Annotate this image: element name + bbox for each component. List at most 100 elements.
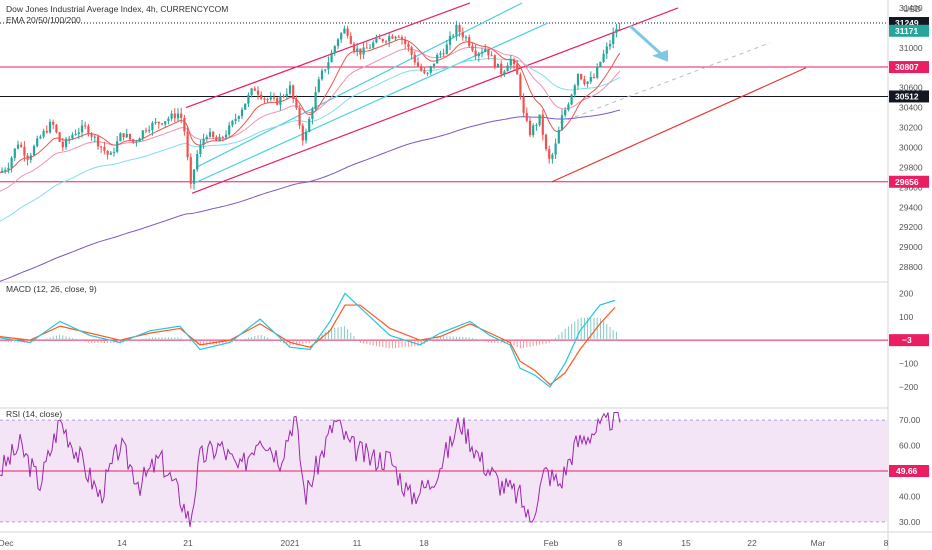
candle-body bbox=[464, 37, 468, 39]
candle-body bbox=[586, 81, 589, 84]
macd-title: MACD (12, 26, close, 9) bbox=[6, 284, 97, 294]
candle-body bbox=[256, 90, 260, 95]
candle-body bbox=[288, 85, 292, 94]
candle-body bbox=[154, 121, 157, 123]
candle-body bbox=[253, 88, 256, 91]
candle-body bbox=[279, 96, 282, 105]
candle-body bbox=[276, 98, 279, 105]
candle-body bbox=[368, 47, 372, 49]
candle-body bbox=[541, 114, 544, 135]
candle-body bbox=[71, 134, 74, 139]
candle-body bbox=[317, 79, 320, 93]
candle-body bbox=[157, 121, 160, 124]
candle-body bbox=[519, 74, 522, 97]
rsi-value-badge bbox=[889, 465, 929, 477]
candle-body bbox=[327, 62, 330, 70]
candle-body bbox=[61, 141, 64, 148]
candle-body bbox=[426, 72, 429, 74]
candle-body bbox=[400, 37, 404, 40]
candle-body bbox=[96, 136, 100, 147]
time-axis-label: 22 bbox=[747, 538, 757, 548]
candle-body bbox=[138, 138, 141, 142]
candle-body bbox=[196, 154, 199, 170]
candle-body bbox=[192, 169, 196, 184]
price-tick-label: 28800 bbox=[899, 262, 923, 272]
candle-body bbox=[160, 123, 164, 125]
candle-body bbox=[20, 144, 23, 147]
price-tick-label: 30400 bbox=[899, 103, 923, 113]
level-badge bbox=[889, 61, 929, 74]
ema20-line bbox=[0, 38, 621, 173]
candle-body bbox=[186, 131, 189, 158]
candle-body bbox=[135, 141, 138, 143]
candle-body bbox=[244, 103, 247, 110]
price-tick-label: 30000 bbox=[899, 142, 923, 152]
candle-body bbox=[525, 112, 528, 121]
candle-body bbox=[132, 139, 135, 142]
candle-body bbox=[618, 28, 621, 30]
candle-body bbox=[148, 130, 151, 132]
candle-body bbox=[64, 138, 68, 148]
time-axis-label: Dec bbox=[0, 538, 14, 548]
candle-body bbox=[183, 117, 186, 132]
level-badge bbox=[889, 175, 929, 188]
level-badge bbox=[889, 24, 929, 37]
candle-body bbox=[324, 69, 327, 71]
currency-label: USD bbox=[903, 4, 921, 14]
candle-body bbox=[93, 136, 96, 138]
time-axis-label: Feb bbox=[544, 538, 559, 548]
candle-body bbox=[455, 25, 458, 36]
candle-body bbox=[493, 55, 496, 68]
candle-body bbox=[266, 99, 269, 101]
candle-body bbox=[295, 98, 298, 108]
candle-body bbox=[442, 53, 445, 55]
candle-body bbox=[532, 125, 535, 136]
candle-body bbox=[352, 43, 356, 52]
candle-body bbox=[474, 50, 477, 57]
time-axis-label: 11 bbox=[353, 538, 362, 548]
candle-body bbox=[468, 37, 471, 46]
rsi-tick-label: 40.00 bbox=[899, 491, 921, 501]
candle-body bbox=[308, 118, 311, 132]
candle-body bbox=[301, 125, 304, 141]
candle-body bbox=[39, 136, 42, 139]
candle-body bbox=[87, 125, 90, 135]
candle-body bbox=[592, 77, 596, 79]
candle-body bbox=[404, 39, 407, 44]
candle-body bbox=[36, 138, 39, 147]
candle-body bbox=[304, 131, 308, 141]
channel-teal-upper-line bbox=[195, 2, 523, 168]
projection-dashed-line bbox=[559, 42, 771, 124]
candle-body bbox=[298, 107, 301, 126]
candle-body bbox=[445, 44, 448, 55]
candle-body bbox=[215, 137, 218, 141]
candle-body bbox=[567, 104, 570, 110]
candle-body bbox=[260, 94, 263, 99]
candle-body bbox=[516, 64, 519, 75]
level-badge bbox=[889, 90, 929, 103]
price-tick-label: 30200 bbox=[899, 123, 923, 133]
candle-body bbox=[109, 152, 112, 155]
candle-body bbox=[173, 113, 176, 119]
candle-body bbox=[144, 130, 148, 132]
candle-body bbox=[343, 28, 346, 34]
candle-body bbox=[164, 121, 167, 125]
candle-body bbox=[330, 52, 333, 63]
candle-body bbox=[13, 148, 16, 158]
price-tick-label: 31400 bbox=[899, 3, 923, 13]
candle-body bbox=[458, 25, 461, 33]
candle-body bbox=[356, 48, 359, 52]
macd-tick-label: −100 bbox=[899, 359, 918, 369]
candle-body bbox=[410, 47, 413, 55]
candle-body bbox=[237, 116, 240, 119]
candle-body bbox=[112, 151, 116, 153]
candle-body bbox=[551, 154, 554, 159]
candle-body bbox=[52, 121, 55, 125]
macd-tick-label: −200 bbox=[899, 382, 918, 392]
candle-body bbox=[391, 36, 394, 39]
candle-body bbox=[208, 131, 212, 137]
price-tick-label: 29200 bbox=[899, 222, 923, 232]
candle-body bbox=[16, 144, 20, 149]
